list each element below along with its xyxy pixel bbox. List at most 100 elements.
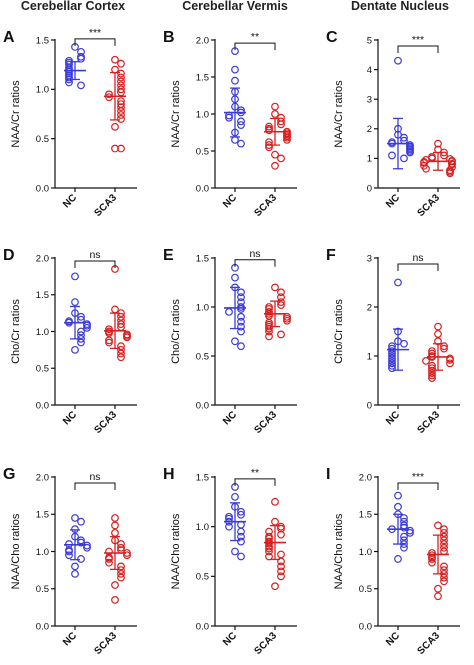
- data-point: [265, 332, 273, 341]
- data-point: [440, 344, 448, 353]
- y-tick-label: 3: [367, 253, 372, 264]
- y-axis-label: Cho/Cr ratios: [170, 299, 182, 364]
- data-point: [406, 526, 414, 535]
- series-sca3: [420, 139, 456, 178]
- data-point: [271, 161, 279, 170]
- y-tick-label: 1.0: [196, 109, 209, 120]
- x-category-label: SCA3: [92, 409, 119, 436]
- y-tick-label: 1.5: [359, 510, 372, 521]
- y-axis-label: NAA/Cr ratios: [170, 80, 182, 148]
- data-point: [83, 543, 91, 552]
- panel-b: B 0.0 0.5 1.0 1.5 2.0 NAA/Cr ratios NC SCA3 **: [163, 29, 297, 219]
- data-point: [117, 566, 125, 575]
- data-point: [428, 371, 436, 380]
- data-point: [388, 361, 396, 370]
- y-axis-label: NAA/Cr ratios: [10, 80, 22, 148]
- data-point: [105, 336, 113, 345]
- data-point: [237, 507, 245, 516]
- data-point: [388, 344, 396, 353]
- data-point: [271, 110, 279, 118]
- data-point: [271, 283, 279, 292]
- series-nc: [387, 491, 414, 563]
- data-point: [117, 320, 125, 329]
- data-point: [225, 308, 233, 316]
- data-point: [111, 521, 119, 530]
- data-point: [105, 338, 113, 347]
- data-point: [388, 151, 396, 160]
- y-tick-label: 0.5: [36, 364, 49, 375]
- data-point: [83, 321, 91, 330]
- data-point: [77, 555, 85, 563]
- data-point: [117, 543, 125, 552]
- data-point: [65, 78, 73, 87]
- significance-label: ***: [412, 471, 424, 483]
- data-point: [283, 316, 291, 325]
- data-point: [434, 322, 442, 331]
- significance-bracket: [74, 260, 116, 269]
- significance-label: ***: [89, 27, 101, 39]
- data-point: [277, 562, 285, 571]
- panel-letter: B: [163, 29, 175, 46]
- data-point: [77, 536, 85, 545]
- data-point: [400, 523, 408, 532]
- data-point: [237, 537, 245, 546]
- data-point: [265, 327, 273, 336]
- y-tick-label: 1.5: [36, 510, 49, 521]
- y-tick-label: 1.5: [196, 72, 209, 83]
- data-point: [117, 312, 125, 321]
- y-tick-label: 5: [367, 35, 372, 46]
- data-point: [237, 312, 245, 321]
- x-category-label: NC: [61, 192, 79, 210]
- data-point: [117, 569, 125, 578]
- x-category-label: SCA3: [92, 630, 119, 657]
- data-point: [428, 361, 436, 370]
- column-title-cerebellar-vermis: Cerebellar Vermis: [182, 0, 288, 13]
- data-point: [77, 517, 85, 526]
- data-point: [271, 150, 279, 159]
- data-point: [117, 59, 125, 68]
- data-point: [277, 572, 285, 581]
- y-tick-label: 1: [367, 154, 372, 165]
- x-category-label: SCA3: [415, 630, 442, 657]
- data-point: [440, 562, 448, 571]
- y-tick-label: 1.0: [36, 547, 49, 558]
- data-point: [388, 357, 396, 365]
- data-point: [71, 272, 79, 281]
- significance-label: ns: [412, 252, 423, 264]
- y-tick-label: 0.5: [36, 134, 49, 145]
- panel-letter: C: [326, 29, 338, 46]
- y-tick-label: 0.5: [196, 146, 209, 157]
- x-category-label: NC: [221, 630, 239, 648]
- data-point: [440, 573, 448, 582]
- x-category-label: SCA3: [252, 630, 279, 657]
- data-point: [394, 56, 402, 65]
- y-tick-label: 0.0: [196, 183, 209, 194]
- data-point: [446, 356, 454, 364]
- data-point: [77, 81, 85, 90]
- y-tick-label: 0.0: [196, 621, 209, 632]
- y-tick-label: 2.0: [196, 35, 209, 46]
- data-point: [422, 357, 430, 365]
- series-nc: [224, 47, 246, 148]
- significance-bracket: [234, 478, 276, 486]
- data-point: [105, 90, 113, 99]
- panel-i: I 0.0 0.5 1.0 1.5 2.0 NAA/Cho ratios NC SCA3 ***: [326, 466, 460, 657]
- x-category-label: NC: [221, 192, 239, 210]
- y-tick-label: 0: [367, 400, 372, 411]
- data-point: [117, 345, 125, 354]
- data-point: [237, 342, 245, 351]
- data-point: [277, 298, 285, 307]
- data-point: [440, 566, 448, 575]
- data-point: [446, 359, 454, 368]
- data-point: [265, 539, 273, 548]
- data-point: [111, 305, 119, 314]
- data-point: [400, 339, 408, 348]
- data-point: [277, 530, 285, 539]
- data-point: [237, 121, 245, 129]
- data-point: [225, 113, 233, 122]
- data-point: [237, 510, 245, 519]
- data-point: [71, 298, 79, 307]
- data-point: [388, 364, 396, 373]
- series-sca3: [264, 497, 286, 591]
- data-point: [105, 555, 113, 563]
